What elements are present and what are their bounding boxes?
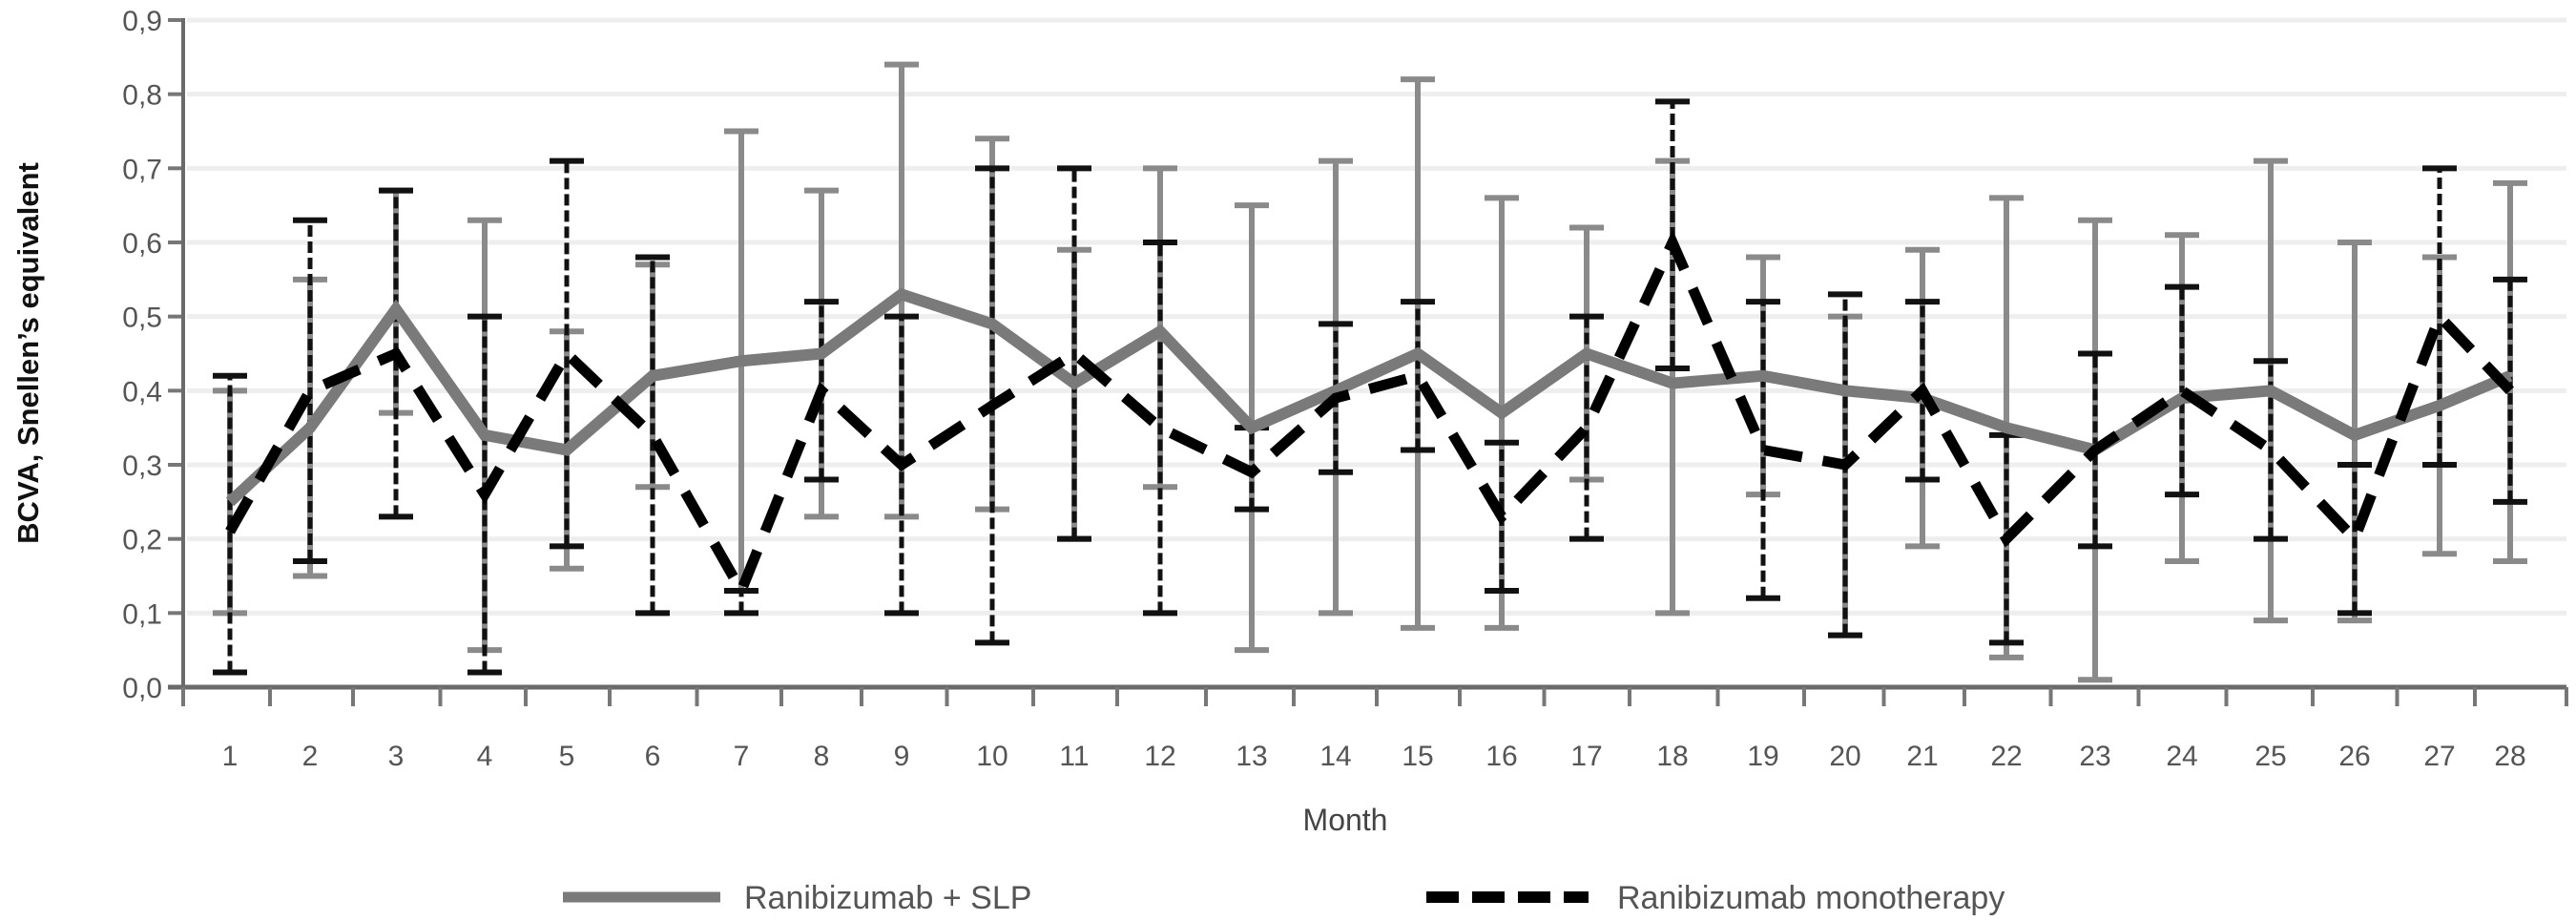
x-tick-label: 17 xyxy=(1570,741,1602,772)
y-axis: 0,0 0,1 0,2 0,3 0,4 0,5 0,6 0,7 0,8 0,9 xyxy=(122,6,185,704)
x-tick-label: 25 xyxy=(2254,741,2286,772)
x-tick-label: 8 xyxy=(814,741,830,772)
x-tick-label: 16 xyxy=(1485,741,1517,772)
x-tick-label: 5 xyxy=(559,741,575,772)
y-tick-label: 0,1 xyxy=(122,598,162,630)
error-bar xyxy=(2422,165,2457,468)
x-tick-label: 24 xyxy=(2166,741,2197,772)
x-axis-title: Month xyxy=(1303,803,1388,837)
series-line-monotherapy xyxy=(225,229,2514,603)
x-tick-label: 22 xyxy=(1990,741,2022,772)
error-bar xyxy=(1057,165,1091,542)
error-bar xyxy=(2337,462,2372,617)
error-bar xyxy=(2493,276,2527,505)
y-tick-label: 0,3 xyxy=(122,450,162,482)
x-tick-label: 13 xyxy=(1236,741,1267,772)
x-tick-label: 3 xyxy=(388,741,405,772)
y-tick-label: 0,4 xyxy=(122,376,162,408)
x-tick-label: 1 xyxy=(222,741,239,772)
error-bar xyxy=(635,254,670,617)
y-tick-label: 0,2 xyxy=(122,525,162,556)
gridlines xyxy=(187,17,2566,616)
x-tick-label: 14 xyxy=(1319,741,1351,772)
legend-item-monotherapy: Ranibizumab monotherapy xyxy=(1426,880,2005,916)
legend: Ranibizumab + SLP Ranibizumab monotherap… xyxy=(563,880,2005,916)
x-tick-label: 6 xyxy=(645,741,661,772)
error-bar xyxy=(1143,240,1177,617)
x-tick-label: 4 xyxy=(477,741,493,772)
y-tick-label: 0,8 xyxy=(122,80,162,112)
error-bar xyxy=(293,217,327,564)
legend-item-slp: Ranibizumab + SLP xyxy=(563,880,1031,916)
error-bar xyxy=(467,313,502,676)
error-bar xyxy=(550,157,584,550)
x-tick-label: 26 xyxy=(2338,741,2370,772)
x-tick-label: 2 xyxy=(302,741,319,772)
y-tick-label: 0,7 xyxy=(122,154,162,185)
x-tick-label: 15 xyxy=(1402,741,1433,772)
error-bar xyxy=(2078,350,2112,550)
error-bar xyxy=(724,588,758,617)
error-bar xyxy=(1746,299,1780,601)
error-bar xyxy=(2165,283,2199,498)
legend-label-slp: Ranibizumab + SLP xyxy=(744,880,1031,916)
x-tick-label: 18 xyxy=(1656,741,1688,772)
x-tick-label: 23 xyxy=(2079,741,2110,772)
x-tick-label: 10 xyxy=(976,741,1008,772)
series-line-slp xyxy=(225,287,2513,507)
x-tick-label: 7 xyxy=(734,741,750,772)
x-tick-label: 27 xyxy=(2423,741,2455,772)
error-bar xyxy=(1401,299,1435,453)
x-tick-label: 19 xyxy=(1747,741,1778,772)
x-axis: 1 2 3 4 5 6 7 8 9 10 11 12 13 14 15 16 17 18 19 20 21 22 23 24 2… xyxy=(168,684,2568,772)
y-tick-label: 0,0 xyxy=(122,673,162,704)
y-tick-label: 0,6 xyxy=(122,228,162,260)
x-tick-label: 28 xyxy=(2494,741,2525,772)
x-tick-label: 20 xyxy=(1829,741,1860,772)
legend-label-monotherapy: Ranibizumab monotherapy xyxy=(1617,880,2005,916)
x-tick-label: 11 xyxy=(1059,741,1089,772)
x-tick-label: 9 xyxy=(894,741,910,772)
x-tick-label: 12 xyxy=(1144,741,1175,772)
y-tick-label: 0,5 xyxy=(122,303,162,334)
y-axis-title: BCVA, Snellen’s equivalent xyxy=(11,162,45,544)
series-lines xyxy=(225,229,2514,603)
x-tick-label: 21 xyxy=(1906,741,1938,772)
y-tick-label: 0,9 xyxy=(122,6,162,37)
